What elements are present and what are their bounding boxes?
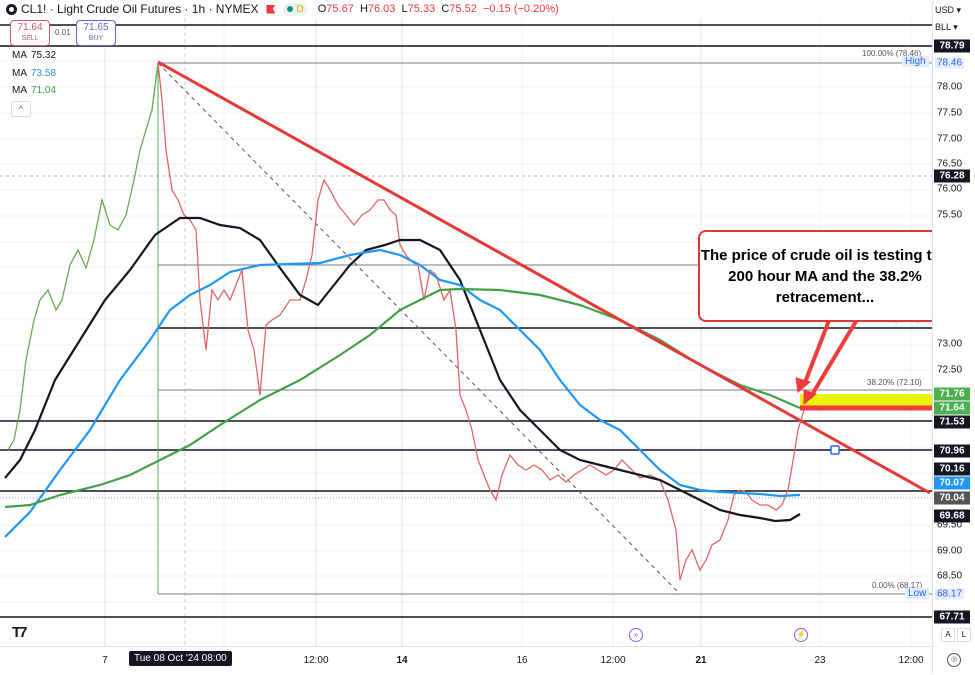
tick: 68.50 (937, 570, 963, 582)
tick: 73.00 (937, 338, 963, 350)
tick: 72.50 (937, 364, 963, 376)
time-label: 16 (516, 655, 528, 666)
descending-trendline (157, 60, 931, 495)
low-label: Low (905, 588, 930, 599)
time-axis[interactable]: 7 12:00 14 16 12:00 21 23 12:00 Tue 08 O… (0, 646, 932, 675)
tick: 69.50 (937, 519, 963, 531)
grid (0, 18, 932, 646)
chart-settings-corner: ◎ (932, 646, 975, 674)
flag-icon[interactable] (266, 4, 276, 14)
time-label: 7 (102, 655, 108, 666)
interval[interactable]: 1h (191, 2, 206, 16)
highlight-zone (800, 394, 932, 408)
fibonacci-retracement (158, 62, 932, 595)
symbol-title: Light Crude Oil Futures (57, 2, 182, 16)
high-price-tag: 78.46 (935, 57, 965, 69)
tick: 77.00 (937, 133, 963, 145)
tick: 77.50 (937, 107, 963, 119)
time-label: 12:00 (303, 655, 329, 666)
horizontal-levels (0, 24, 932, 618)
tick: 76.50 (937, 158, 963, 170)
candles (7, 62, 805, 581)
collapse-legend-button[interactable]: ^ (11, 101, 31, 117)
price-tag: 70.96 (934, 444, 970, 458)
ma-200-line (4, 287, 801, 509)
tradingview-logo-icon[interactable]: T7 (12, 624, 27, 641)
price-tag: 71.76 (934, 387, 970, 401)
symbol-logo-icon (6, 3, 17, 15)
drawing-handle (830, 445, 840, 455)
tick: 76.00 (937, 183, 963, 195)
time-label: 21 (695, 655, 707, 666)
time-label: 14 (396, 655, 408, 666)
symbol[interactable]: CL1! (21, 2, 47, 16)
tick: 69.00 (937, 545, 963, 557)
auto-scale-button[interactable]: A (941, 628, 955, 642)
sell-button[interactable]: 71.64 SELL (10, 20, 50, 46)
ma-100-line (4, 216, 801, 523)
price-tag: 69.68 (934, 509, 970, 523)
crosshair-time-label: Tue 08 Oct '24 08:00 (129, 651, 232, 666)
price-tag: 78.79 (934, 39, 970, 53)
fib-0-label: 0.00% (68.17) (872, 581, 923, 590)
settings-icon[interactable]: ◎ (947, 653, 961, 667)
fib-100-label: 100.00% (78.46) (862, 49, 922, 58)
price-chart[interactable] (0, 0, 932, 646)
tick: 78.00 (937, 81, 963, 93)
ma-legend-1[interactable]: MA 75.32 (12, 50, 57, 61)
session-badge[interactable]: D (283, 2, 308, 16)
ma-legend-3[interactable]: MA 71.04 (12, 85, 57, 96)
time-label: 23 (814, 655, 826, 666)
annotation-callout: The price of crude oil is testing the 20… (698, 230, 952, 322)
ohlc-values: O75.67 H76.03 L75.33 C75.52 −0.15 (−0.20… (317, 3, 559, 15)
time-label: 12:00 (898, 655, 924, 666)
time-label: 12:00 (600, 655, 626, 666)
price-tag: 71.64 (934, 401, 970, 415)
currency-select[interactable]: USD ▾ (935, 5, 962, 15)
event-lightning-icon[interactable]: ⚡ (794, 628, 808, 642)
exchange: NYMEX (215, 2, 259, 16)
price-tag: 70.04 (934, 491, 970, 505)
buy-button[interactable]: 71.65 BUY (76, 20, 116, 46)
price-tag: 70.16 (934, 462, 970, 476)
event-split-icon[interactable]: » (629, 628, 643, 642)
price-axis[interactable]: USD ▾ BLL ▾ 78.00 77.50 77.00 76.50 76.0… (932, 0, 975, 674)
ma-50-line (4, 248, 801, 538)
fib-382-label: 38.20% (72.10) (867, 378, 922, 387)
ma-legend-2[interactable]: MA 73.58 (12, 68, 57, 79)
high-label: High (902, 56, 929, 67)
price-tag: 67.71 (934, 610, 970, 624)
spread-value: 0.01 (55, 28, 71, 37)
log-scale-button[interactable]: L (957, 628, 971, 642)
unit-select[interactable]: BLL ▾ (935, 22, 958, 32)
price-tag: 76.28 (934, 169, 970, 183)
chart-header: CL1! · Light Crude Oil Futures · 1h · NY… (0, 0, 932, 18)
market-status-icon (287, 6, 294, 12)
price-tag: 71.53 (934, 415, 970, 429)
tick: 75.50 (937, 209, 963, 221)
price-tag: 70.07 (934, 476, 970, 490)
low-price-tag: 68.17 (935, 588, 965, 600)
callout-arrows (795, 316, 860, 406)
